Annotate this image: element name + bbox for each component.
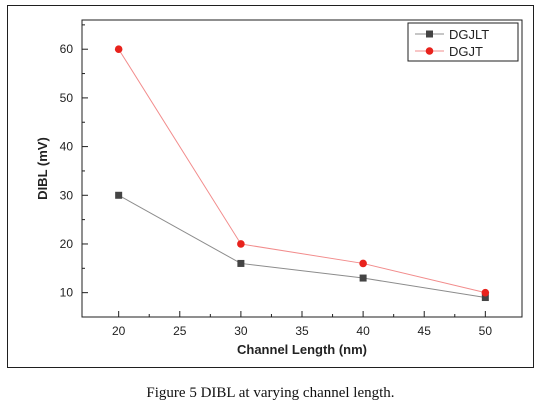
y-tick-label: 10 [60,286,74,300]
plot-area: 20 25 30 35 40 45 50 10 20 30 40 50 60 Channel Length… [35,19,523,357]
data-point-dgjt [359,259,367,268]
data-point-dgjlt [115,191,123,199]
y-tick-label: 40 [60,140,74,154]
plot-frame [81,19,523,318]
x-tick-label: 30 [234,324,248,338]
legend-label-dgjt: DGJT [449,44,483,59]
legend-box [407,22,519,62]
x-tick-label: 50 [479,324,493,338]
x-tick-label: 35 [295,324,309,338]
x-axis-title: Channel Length (nm) [237,342,367,357]
y-tick-label: 30 [60,188,74,202]
data-point-dgjlt [237,259,245,267]
series-line-dgjlt [118,194,486,299]
legend-label-dgjlt: DGJLT [449,27,489,42]
legend-marker-dgjlt [426,30,433,38]
data-point-dgjt [114,45,123,54]
data-point-dgjt [237,240,245,248]
y-tick-label: 20 [60,237,74,251]
data-point-dgjlt [481,294,489,302]
x-tick-label: 20 [112,324,126,338]
data-point-dgjt [481,288,490,297]
data-point-dgjlt [359,274,367,282]
y-axis-title: DIBL (mV) [35,137,50,200]
x-tick-label: 40 [356,324,370,338]
chart-frame: 20 25 30 35 40 45 50 10 20 30 40 50 60 Channel Length… [7,5,534,368]
x-tick-label: 25 [173,324,187,338]
y-tick-label: 50 [60,91,74,105]
y-tick-label: 60 [60,42,74,56]
legend-marker-dgjt [425,47,434,55]
x-tick-label: 45 [418,324,432,338]
figure-caption: Figure 5 DIBL at varying channel length. [146,385,395,401]
series-line-dgjt [118,48,486,294]
